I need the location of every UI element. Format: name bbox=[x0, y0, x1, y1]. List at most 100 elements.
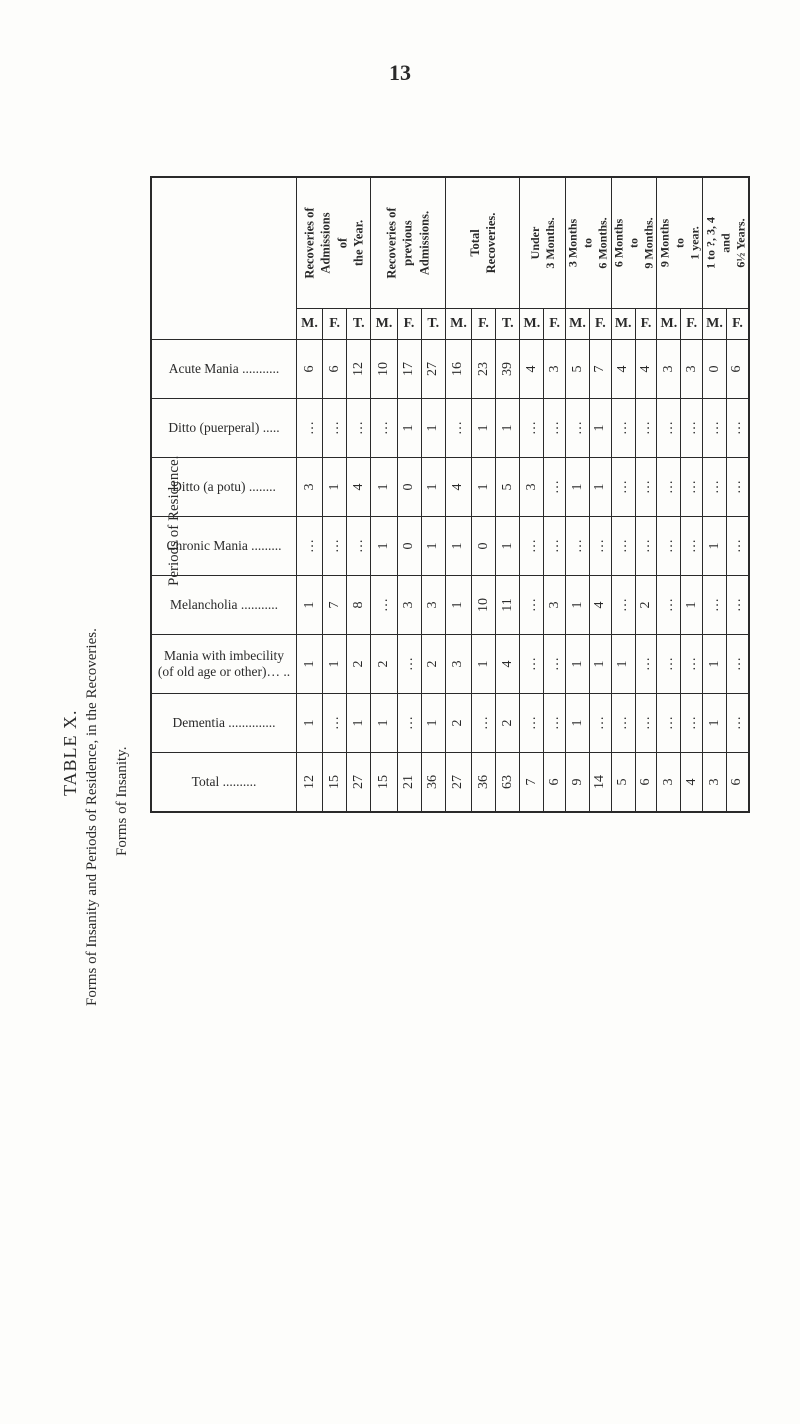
cell: … bbox=[635, 694, 657, 753]
mf-t: T. bbox=[496, 309, 520, 340]
cell: 1 bbox=[472, 635, 496, 694]
cell: 0 bbox=[397, 458, 421, 517]
mf-m: M. bbox=[520, 309, 544, 340]
cell: 10 bbox=[371, 340, 397, 399]
cell: … bbox=[297, 399, 323, 458]
table-row: Dementia ..............1…11…12…2……1……………… bbox=[151, 694, 749, 753]
cell: 5 bbox=[496, 458, 520, 517]
cell: 1 bbox=[566, 635, 590, 694]
cell: 27 bbox=[347, 753, 371, 813]
table-row: Ditto (a potu) ........3141014153…11…………… bbox=[151, 458, 749, 517]
cell: … bbox=[445, 399, 471, 458]
cell: 3 bbox=[703, 753, 727, 813]
cell: 7 bbox=[323, 576, 347, 635]
cell: … bbox=[681, 517, 703, 576]
cell: 6 bbox=[323, 340, 347, 399]
cell: 16 bbox=[445, 340, 471, 399]
mf-m: M. bbox=[657, 309, 681, 340]
cell: … bbox=[544, 458, 566, 517]
cell: 4 bbox=[496, 635, 520, 694]
cell: … bbox=[726, 694, 749, 753]
cell: … bbox=[726, 399, 749, 458]
cell: 1 bbox=[297, 694, 323, 753]
cell: 1 bbox=[421, 399, 445, 458]
cell: 6 bbox=[544, 753, 566, 813]
cell: 3 bbox=[544, 576, 566, 635]
mf-f: F. bbox=[397, 309, 421, 340]
cell: … bbox=[681, 458, 703, 517]
cell: 0 bbox=[703, 340, 727, 399]
mf-m: M. bbox=[297, 309, 323, 340]
group-year: Recoveries ofAdmissionsofthe Year. bbox=[297, 177, 371, 309]
cell: 7 bbox=[589, 340, 611, 399]
cell: 2 bbox=[347, 635, 371, 694]
cell: … bbox=[520, 576, 544, 635]
cell: 6 bbox=[726, 753, 749, 813]
cell: … bbox=[703, 576, 727, 635]
cell: 1 bbox=[703, 635, 727, 694]
cell: 1 bbox=[566, 694, 590, 753]
period-6-9m: 6 Monthsto9 Months. bbox=[611, 177, 657, 309]
cell: 1 bbox=[323, 635, 347, 694]
cell: … bbox=[323, 694, 347, 753]
cell: 3 bbox=[397, 576, 421, 635]
period-1y-plus: 1 to ?, 3, 4and6½ Years. bbox=[703, 177, 749, 309]
cell: 27 bbox=[421, 340, 445, 399]
cell: 63 bbox=[496, 753, 520, 813]
mf-f: F. bbox=[681, 309, 703, 340]
cell: … bbox=[347, 399, 371, 458]
cell: 4 bbox=[635, 340, 657, 399]
cell: … bbox=[657, 458, 681, 517]
cell: 3 bbox=[421, 576, 445, 635]
cell: 12 bbox=[347, 340, 371, 399]
table-subtitle: Forms of Insanity and Periods of Residen… bbox=[84, 628, 101, 1006]
cell: 4 bbox=[611, 340, 635, 399]
cell: 1 bbox=[323, 458, 347, 517]
cell: … bbox=[520, 517, 544, 576]
mf-m: M. bbox=[566, 309, 590, 340]
cell: 1 bbox=[566, 576, 590, 635]
cell: … bbox=[611, 576, 635, 635]
cell: 2 bbox=[445, 694, 471, 753]
cell: … bbox=[703, 399, 727, 458]
cell: 3 bbox=[520, 458, 544, 517]
cell: 3 bbox=[544, 340, 566, 399]
cell: 14 bbox=[589, 753, 611, 813]
cell: … bbox=[323, 399, 347, 458]
cell: … bbox=[681, 694, 703, 753]
cell: … bbox=[397, 635, 421, 694]
cell: 0 bbox=[472, 517, 496, 576]
cell: 9 bbox=[566, 753, 590, 813]
cell: 1 bbox=[297, 635, 323, 694]
cell: 1 bbox=[397, 399, 421, 458]
cell: 1 bbox=[681, 576, 703, 635]
cell: … bbox=[726, 517, 749, 576]
cell: 15 bbox=[323, 753, 347, 813]
cell: … bbox=[611, 458, 635, 517]
cell: … bbox=[520, 399, 544, 458]
cell: 4 bbox=[520, 340, 544, 399]
cell: … bbox=[611, 517, 635, 576]
period-under-3m: Under3 Months. bbox=[520, 177, 566, 309]
cell: 2 bbox=[635, 576, 657, 635]
group-previous: Recoveries ofpreviousAdmissions. bbox=[371, 177, 445, 309]
cell: 3 bbox=[681, 340, 703, 399]
table-row: Acute Mania ...........66121017271623394… bbox=[151, 340, 749, 399]
cell: … bbox=[347, 517, 371, 576]
cell: … bbox=[681, 635, 703, 694]
cell: 3 bbox=[297, 458, 323, 517]
cell: 5 bbox=[566, 340, 590, 399]
cell: … bbox=[544, 517, 566, 576]
cell: … bbox=[657, 399, 681, 458]
mf-f: F. bbox=[635, 309, 657, 340]
cell: … bbox=[611, 694, 635, 753]
cell: 1 bbox=[589, 399, 611, 458]
cell: 1 bbox=[371, 458, 397, 517]
cell: 1 bbox=[611, 635, 635, 694]
row-label: Mania with imbecility(of old age or othe… bbox=[151, 635, 297, 694]
cell: 1 bbox=[472, 399, 496, 458]
cell: … bbox=[297, 517, 323, 576]
cell: 4 bbox=[347, 458, 371, 517]
cell: … bbox=[472, 694, 496, 753]
cell: 6 bbox=[297, 340, 323, 399]
